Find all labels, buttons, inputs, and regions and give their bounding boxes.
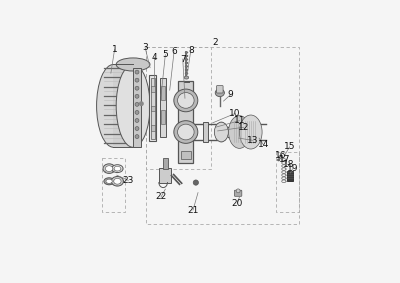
Ellipse shape (114, 166, 121, 171)
Ellipse shape (236, 189, 240, 193)
Bar (160, 78, 166, 138)
Ellipse shape (242, 121, 259, 143)
Circle shape (136, 135, 138, 138)
Bar (150, 106, 155, 111)
Text: 13: 13 (247, 136, 258, 145)
Bar (163, 158, 168, 169)
Ellipse shape (174, 89, 198, 112)
Bar (287, 171, 293, 181)
Ellipse shape (106, 166, 113, 171)
Bar (146, 48, 211, 169)
Ellipse shape (104, 178, 114, 185)
Bar (178, 81, 193, 162)
Bar (151, 78, 155, 139)
Bar (180, 151, 191, 159)
Bar (276, 152, 299, 212)
Bar (133, 68, 141, 147)
Bar (161, 110, 165, 125)
Ellipse shape (184, 76, 189, 79)
Circle shape (136, 103, 138, 106)
Bar (203, 122, 208, 142)
Ellipse shape (111, 177, 124, 186)
Bar (150, 86, 155, 92)
Bar (114, 65, 133, 147)
Text: 7: 7 (180, 55, 186, 63)
Circle shape (136, 87, 138, 89)
Ellipse shape (116, 58, 150, 71)
Ellipse shape (240, 115, 262, 149)
Ellipse shape (174, 121, 198, 143)
Bar (161, 86, 165, 100)
Text: 10: 10 (229, 109, 241, 118)
Text: 14: 14 (258, 140, 269, 149)
Ellipse shape (112, 165, 123, 173)
Text: 8: 8 (188, 46, 194, 55)
Text: 18: 18 (282, 160, 294, 169)
Circle shape (136, 127, 138, 130)
Text: 6: 6 (171, 47, 177, 56)
Text: 1: 1 (112, 45, 118, 54)
Ellipse shape (278, 156, 282, 158)
Circle shape (136, 111, 138, 114)
Ellipse shape (116, 65, 150, 147)
Ellipse shape (232, 121, 247, 143)
Ellipse shape (193, 180, 198, 185)
Text: 2: 2 (212, 38, 218, 47)
Bar (102, 158, 125, 212)
Ellipse shape (277, 159, 280, 161)
Text: 22: 22 (155, 192, 167, 201)
Text: 4: 4 (152, 53, 157, 62)
Ellipse shape (215, 122, 228, 142)
Ellipse shape (114, 178, 121, 184)
Circle shape (140, 102, 143, 106)
Text: 17: 17 (279, 155, 290, 164)
FancyBboxPatch shape (234, 190, 242, 196)
Ellipse shape (178, 93, 194, 108)
Bar (150, 125, 155, 131)
FancyBboxPatch shape (216, 85, 223, 93)
Ellipse shape (106, 179, 112, 183)
Circle shape (136, 79, 138, 82)
Bar (159, 168, 172, 183)
Text: 12: 12 (238, 123, 250, 132)
Text: 20: 20 (232, 199, 243, 208)
Circle shape (136, 71, 138, 73)
Text: 5: 5 (162, 50, 168, 59)
Ellipse shape (178, 124, 194, 140)
Ellipse shape (96, 65, 130, 147)
Text: 23: 23 (123, 176, 134, 185)
Text: 3: 3 (142, 43, 148, 52)
Circle shape (136, 95, 138, 98)
Text: 16: 16 (275, 151, 286, 160)
Text: 19: 19 (287, 164, 298, 173)
Text: 15: 15 (284, 142, 295, 151)
Ellipse shape (228, 116, 250, 148)
Text: 9: 9 (228, 90, 234, 99)
Ellipse shape (215, 89, 224, 97)
Text: 11: 11 (234, 116, 245, 125)
Text: 21: 21 (187, 205, 199, 215)
Bar (150, 75, 156, 141)
Ellipse shape (214, 122, 228, 142)
Ellipse shape (103, 164, 115, 173)
Circle shape (136, 119, 138, 122)
Bar (146, 48, 299, 224)
